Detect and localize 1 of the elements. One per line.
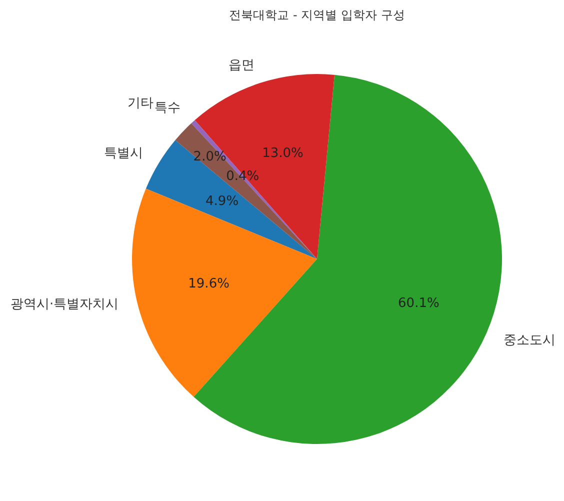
title: 전북대학교 - 지역별 입학자 구성 (229, 8, 405, 22)
